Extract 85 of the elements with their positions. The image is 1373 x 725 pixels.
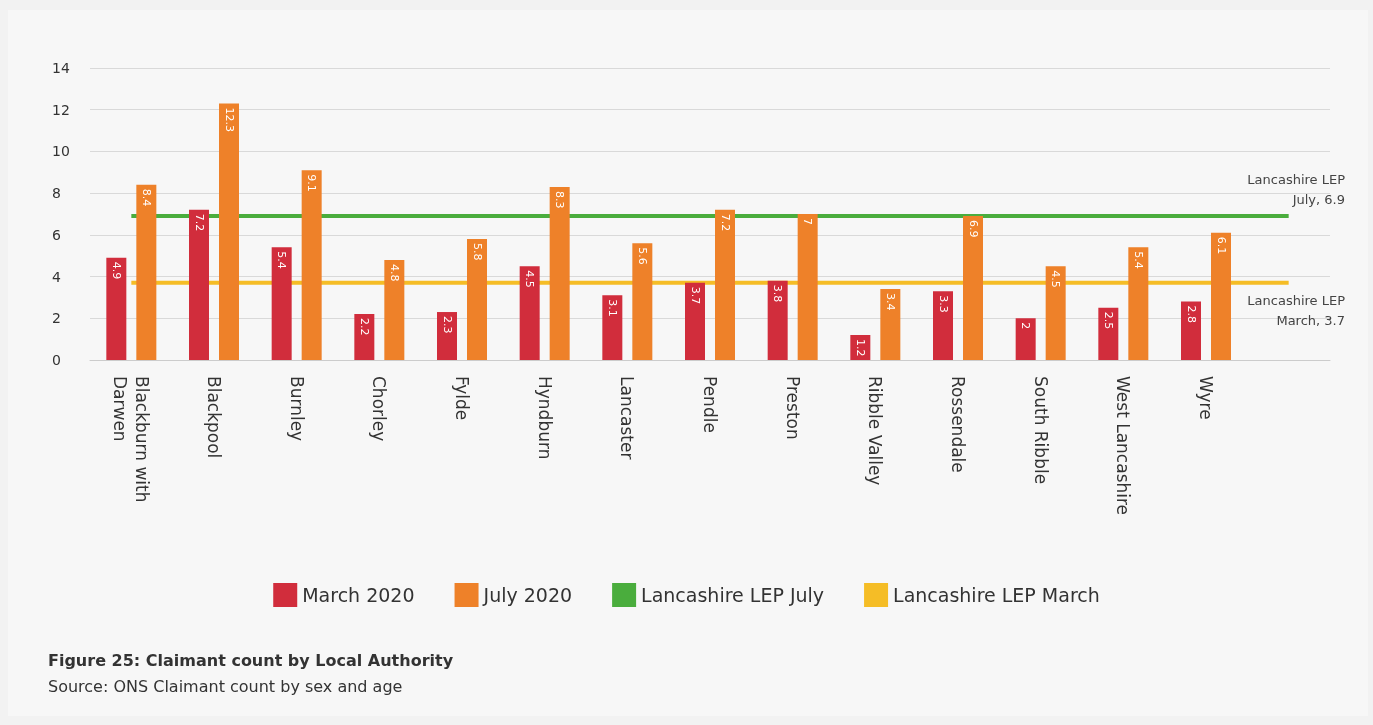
bar bbox=[549, 186, 570, 360]
data-label: 3.1 bbox=[605, 299, 619, 317]
bar bbox=[963, 216, 983, 360]
bar bbox=[1181, 301, 1201, 360]
x-tick-label: Rossendale bbox=[948, 376, 968, 473]
data-label: 3.8 bbox=[771, 284, 785, 303]
x-tick-label: Burnley bbox=[286, 376, 307, 442]
legend-label: July 2020 bbox=[482, 584, 573, 606]
data-label: 3.7 bbox=[688, 286, 702, 305]
data-label: 2.5 bbox=[1101, 311, 1115, 330]
bar bbox=[136, 184, 157, 360]
x-tick-label: Fylde bbox=[452, 376, 472, 421]
x-tick-label: Lancaster bbox=[617, 376, 638, 460]
data-label: 6.1 bbox=[1214, 236, 1228, 255]
data-label: 2.3 bbox=[440, 316, 454, 334]
y-tick-label: 4 bbox=[52, 268, 61, 285]
bar bbox=[880, 289, 901, 360]
data-label: 6.9 bbox=[966, 220, 980, 238]
y-tick-label: 0 bbox=[52, 352, 61, 368]
bar bbox=[1128, 247, 1149, 360]
bar bbox=[797, 214, 818, 360]
y-tick-label: 14 bbox=[52, 60, 70, 76]
data-label: 4.5 bbox=[523, 270, 537, 288]
data-label: 4.9 bbox=[109, 261, 123, 280]
x-tick-label: Blackpool bbox=[204, 376, 224, 459]
annotation: Lancashire LEP March, 3.7 bbox=[1246, 291, 1345, 330]
bar bbox=[767, 280, 788, 360]
data-label: 5.4 bbox=[1131, 251, 1145, 269]
data-label: 4.8 bbox=[387, 263, 401, 282]
bar bbox=[189, 209, 209, 360]
bar bbox=[602, 295, 623, 360]
x-tick-label: West Lancashire bbox=[1113, 376, 1134, 516]
data-label: 8.3 bbox=[553, 190, 567, 209]
bar bbox=[384, 259, 405, 360]
data-label: 9.1 bbox=[305, 174, 319, 192]
bar bbox=[1211, 232, 1231, 360]
y-tick-label: 10 bbox=[52, 143, 70, 160]
data-label: 5.8 bbox=[470, 243, 484, 261]
x-tick-label: Blackburn with Darwen bbox=[110, 376, 153, 508]
data-label: 3.4 bbox=[883, 293, 897, 311]
bar bbox=[933, 291, 953, 360]
legend-label: March 2020 bbox=[302, 584, 415, 606]
bar bbox=[519, 266, 540, 360]
bar bbox=[632, 243, 653, 360]
bar bbox=[1045, 266, 1066, 360]
source-note: Source: ONS Claimant count by sex and age bbox=[48, 676, 403, 696]
bar bbox=[1098, 307, 1119, 360]
data-label: 1.2 bbox=[853, 338, 867, 357]
data-label: 4.5 bbox=[1049, 270, 1063, 288]
data-label: 7.2 bbox=[718, 213, 732, 232]
x-tick-label: Hyndburn bbox=[534, 376, 555, 460]
data-label: 12.3 bbox=[222, 107, 236, 132]
data-label: 2.2 bbox=[357, 318, 371, 336]
annotation: Lancashire LEP July, 6.9 bbox=[1246, 171, 1345, 210]
bar bbox=[219, 103, 239, 360]
y-tick-label: 6 bbox=[52, 226, 61, 243]
x-tick-label: Ribble Valley bbox=[865, 376, 886, 486]
data-label: 3.3 bbox=[936, 295, 950, 313]
data-label: 5.6 bbox=[635, 247, 649, 265]
data-label: 7 bbox=[801, 218, 815, 225]
data-label: 8.4 bbox=[139, 188, 153, 207]
bar bbox=[715, 209, 735, 360]
bar bbox=[437, 312, 457, 360]
y-tick-label: 8 bbox=[52, 185, 61, 202]
x-tick-label: Wyre bbox=[1196, 376, 1216, 420]
bar bbox=[354, 314, 375, 360]
legend-label: Lancashire LEP July bbox=[641, 584, 825, 606]
bar bbox=[467, 239, 487, 360]
data-label: 7.2 bbox=[192, 213, 206, 232]
x-tick-label: Pendle bbox=[700, 376, 720, 433]
bar bbox=[1015, 318, 1036, 360]
bar bbox=[301, 170, 322, 360]
legend-label: Lancashire LEP March bbox=[893, 584, 1100, 606]
x-tick-label: Preston bbox=[782, 376, 803, 440]
bar bbox=[685, 282, 705, 360]
x-tick-label: South Ribble bbox=[1030, 376, 1051, 485]
bar bbox=[106, 257, 127, 360]
x-tick-label: Chorley bbox=[369, 376, 390, 442]
data-label: 5.4 bbox=[275, 251, 289, 269]
text: Figure 25: Claimant count by Local Authority bbox=[48, 650, 454, 670]
data-label: 2.8 bbox=[1184, 305, 1198, 324]
data-label: 2 bbox=[1019, 322, 1033, 330]
y-tick-label: 2 bbox=[52, 310, 61, 327]
bar bbox=[271, 247, 292, 360]
y-tick-label: 12 bbox=[52, 101, 70, 118]
